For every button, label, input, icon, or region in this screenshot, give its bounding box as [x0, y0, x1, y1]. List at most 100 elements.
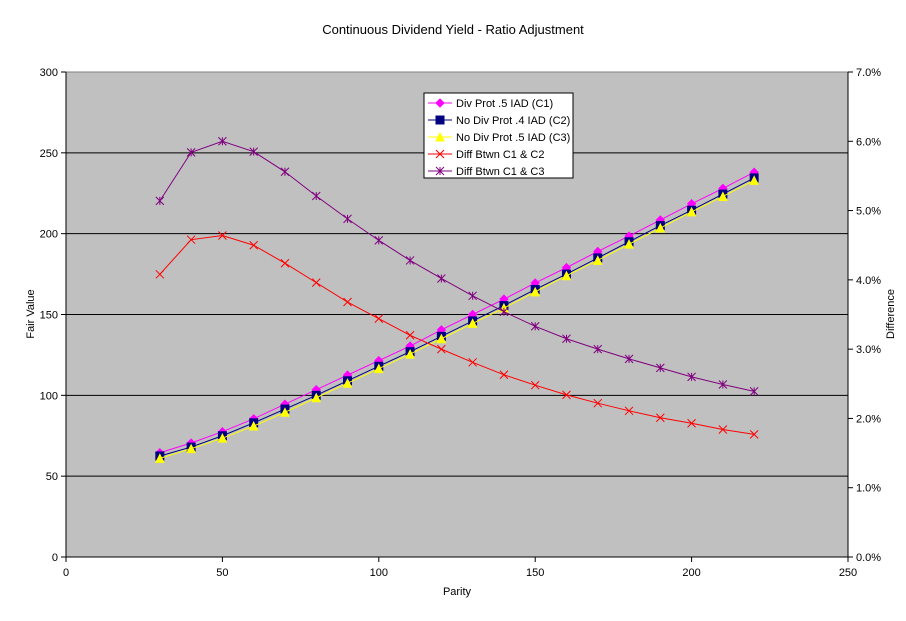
legend-items: Div Prot .5 IAD (C1) No Div Prot .4 IAD (…	[428, 98, 570, 178]
series-3	[155, 175, 759, 463]
legend-label: Diff Btwn C1 & C2	[456, 149, 544, 161]
data-point	[405, 330, 415, 340]
series-4	[155, 231, 759, 439]
axes: 0 50 100 150 200 250 300 0.0% 1.0% 2.0% 3.0% 4.0% 5.…	[40, 67, 882, 579]
x-tick-label: 50	[216, 567, 228, 579]
data-point	[405, 256, 415, 265]
data-point	[749, 387, 759, 396]
y-tick-label: 200	[40, 229, 58, 241]
data-point	[155, 453, 165, 463]
series-line	[159, 140, 755, 392]
x-tick-label: 200	[682, 567, 700, 579]
legend-label: Diff Btwn C1 & C3	[456, 166, 544, 178]
data-point	[499, 370, 509, 380]
legend-marker	[435, 149, 445, 159]
y2-tick-label: 4.0%	[856, 275, 881, 287]
data-point	[467, 318, 478, 328]
y2-axis-title: Difference	[885, 289, 897, 339]
data-point	[593, 344, 603, 354]
y2-tick-label: 1.0%	[856, 483, 881, 495]
data-point	[749, 175, 759, 185]
data-point	[311, 191, 321, 201]
data-point	[373, 363, 384, 374]
data-point	[624, 354, 634, 364]
data-point	[186, 148, 196, 157]
x-axis-title: Parity	[443, 586, 472, 598]
y2-tick-label: 3.0%	[856, 344, 881, 356]
data-point	[687, 418, 696, 428]
y-tick-label: 150	[40, 310, 58, 322]
legend-label: No Div Prot .5 IAD (C3)	[456, 132, 570, 144]
data-point	[718, 380, 728, 389]
data-point	[280, 258, 290, 268]
data-point	[624, 239, 634, 249]
data-point	[749, 430, 759, 439]
series-line	[159, 179, 755, 459]
data-point	[686, 206, 697, 217]
y2-tick-label: 5.0%	[856, 206, 881, 218]
data-point	[655, 222, 666, 233]
y2-tick-label: 7.0%	[856, 67, 881, 79]
data-point	[343, 214, 352, 224]
data-point	[468, 291, 477, 301]
legend: Div Prot .5 IAD (C1) No Div Prot .4 IAD (…	[423, 92, 574, 179]
y2-tick-label: 6.0%	[856, 136, 881, 148]
data-point	[155, 269, 165, 279]
data-point	[249, 147, 259, 157]
data-point	[405, 348, 415, 359]
data-point	[342, 378, 353, 388]
legend-marker	[435, 98, 445, 108]
y2-tick-label: 0.0%	[856, 552, 881, 564]
data-point	[562, 390, 571, 400]
data-point	[687, 372, 696, 382]
data-point	[592, 255, 603, 265]
data-point	[718, 191, 728, 201]
data-point	[530, 380, 540, 390]
data-point	[218, 136, 227, 146]
series-5	[155, 136, 759, 396]
legend-marker	[435, 131, 445, 142]
data-point	[436, 333, 447, 344]
data-point	[655, 413, 665, 423]
y-tick-label: 0	[52, 552, 58, 564]
data-point	[343, 297, 352, 307]
data-point	[468, 357, 477, 367]
data-point	[655, 363, 665, 373]
data-point	[155, 196, 165, 206]
data-point	[186, 235, 196, 245]
series-line	[159, 235, 755, 435]
legend-marker	[435, 166, 445, 176]
legend-marker	[435, 115, 445, 125]
data-point	[311, 392, 322, 403]
data-point	[186, 443, 196, 454]
x-tick-label: 250	[839, 567, 857, 579]
legend-label: No Div Prot .4 IAD (C2)	[456, 115, 570, 127]
data-point	[374, 236, 384, 245]
x-tick-label: 150	[526, 567, 544, 579]
data-point	[374, 314, 384, 324]
data-point	[561, 270, 572, 281]
y-tick-label: 250	[40, 148, 58, 160]
y-axis-title: Fair Value	[25, 289, 37, 338]
data-point	[280, 167, 290, 177]
data-point	[499, 307, 509, 317]
data-point	[248, 420, 259, 431]
data-point	[562, 334, 571, 344]
data-point	[530, 286, 541, 297]
data-point	[280, 407, 290, 417]
data-point	[624, 406, 634, 416]
data-point	[218, 231, 227, 240]
chart-title: Continuous Dividend Yield - Ratio Adjust…	[322, 22, 584, 37]
x-tick-label: 0	[63, 567, 69, 579]
data-point	[593, 398, 603, 408]
y-tick-label: 300	[40, 67, 58, 79]
legend-label: Div Prot .5 IAD (C1)	[456, 98, 553, 110]
data-point	[530, 321, 540, 331]
y-tick-label: 100	[40, 390, 58, 402]
y2-tick-label: 2.0%	[856, 413, 881, 425]
data-point	[217, 433, 228, 443]
series-line	[159, 171, 755, 454]
series-layer	[155, 136, 759, 463]
data-point	[249, 240, 259, 250]
